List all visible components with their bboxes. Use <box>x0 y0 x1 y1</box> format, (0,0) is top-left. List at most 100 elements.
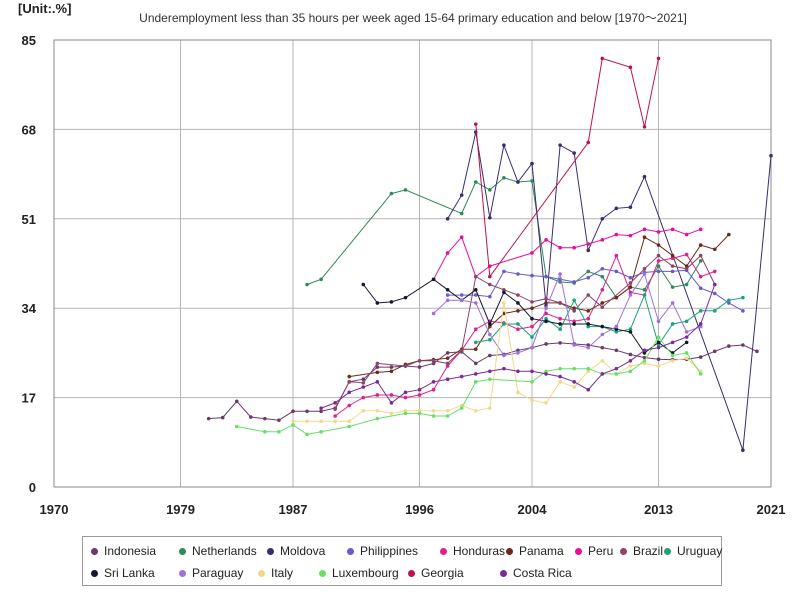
data-point <box>488 377 492 381</box>
data-point <box>445 217 450 221</box>
data-point <box>656 56 661 61</box>
legend-label: Philippines <box>360 544 419 558</box>
data-point <box>459 235 464 240</box>
legend-item-indonesia[interactable]: Indonesia <box>91 544 156 558</box>
data-point <box>347 419 352 424</box>
x-tick-label: 1996 <box>405 502 434 517</box>
legend-item-philippines[interactable]: Philippines <box>347 544 418 558</box>
data-point <box>698 372 703 376</box>
data-point <box>403 408 408 413</box>
legend-marker-icon <box>575 547 582 555</box>
data-point <box>558 380 562 384</box>
legend-item-paraguay[interactable]: Paraguay <box>179 566 243 580</box>
legend-item-honduras[interactable]: Honduras <box>440 544 505 558</box>
data-point <box>530 161 534 166</box>
legend-marker-icon <box>179 569 186 577</box>
data-point <box>516 348 520 353</box>
data-point <box>642 227 647 232</box>
data-point <box>614 327 619 332</box>
series-line <box>306 177 702 299</box>
data-point <box>670 264 675 268</box>
data-point <box>628 327 633 332</box>
data-point <box>656 345 661 350</box>
data-point <box>684 330 689 334</box>
data-point <box>544 301 548 305</box>
data-point <box>488 369 492 374</box>
legend-marker-icon <box>500 569 507 577</box>
data-point <box>698 259 703 263</box>
data-point <box>319 419 323 424</box>
data-point <box>319 429 323 434</box>
data-point <box>586 248 591 253</box>
data-point <box>530 316 534 321</box>
data-point <box>642 174 647 179</box>
data-point <box>628 293 633 297</box>
data-point <box>698 309 703 313</box>
data-point <box>488 324 492 329</box>
legend-marker-icon <box>91 569 98 577</box>
legend-marker-icon <box>319 569 326 577</box>
data-point <box>333 407 337 411</box>
x-tick-label: 2004 <box>518 502 548 517</box>
y-tick-label: 68 <box>22 122 36 137</box>
data-point <box>516 351 520 355</box>
data-point <box>614 269 619 274</box>
data-point <box>277 418 281 423</box>
legend-item-sri-lanka[interactable]: Sri Lanka <box>91 566 155 580</box>
legend-item-uruguay[interactable]: Uruguay <box>664 544 722 558</box>
legend-label: Netherlands <box>192 544 257 558</box>
data-point <box>361 385 366 389</box>
legend-label: Brazil <box>633 544 664 558</box>
data-point <box>347 390 352 395</box>
data-point <box>684 252 689 257</box>
legend-item-moldova[interactable]: Moldova <box>267 544 325 558</box>
data-point <box>403 364 408 368</box>
y-tick-label: 0 <box>29 480 36 495</box>
data-point <box>375 393 380 397</box>
data-point <box>445 293 450 297</box>
data-point <box>375 408 380 413</box>
data-point <box>684 351 689 355</box>
data-point <box>642 272 647 276</box>
legend-item-panama[interactable]: Panama <box>506 544 564 558</box>
data-point <box>530 324 534 329</box>
data-point <box>600 332 605 337</box>
legend-item-luxembourg[interactable]: Luxembourg <box>319 566 399 580</box>
data-point <box>727 301 731 305</box>
legend-item-netherlands[interactable]: Netherlands <box>179 544 257 558</box>
legend-label: Paraguay <box>192 566 244 580</box>
series-philippines <box>445 266 745 313</box>
data-point <box>586 369 591 374</box>
data-point <box>516 369 520 374</box>
data-point <box>558 272 562 276</box>
data-point <box>614 253 619 258</box>
data-point <box>417 408 422 413</box>
legend-item-peru[interactable]: Peru <box>575 544 613 558</box>
data-point <box>502 322 506 326</box>
data-point <box>333 419 337 424</box>
series-georgia <box>473 56 661 279</box>
data-point <box>600 266 605 271</box>
legend-item-italy[interactable]: Italy <box>258 566 293 580</box>
data-point <box>586 293 591 297</box>
data-point <box>586 309 591 313</box>
data-point <box>544 316 548 321</box>
data-point <box>488 215 492 220</box>
legend-item-brazil[interactable]: Brazil <box>620 544 663 558</box>
data-point <box>459 211 464 216</box>
data-point <box>755 349 759 354</box>
data-point <box>600 305 605 309</box>
data-point <box>206 416 211 421</box>
data-point <box>445 356 450 360</box>
data-point <box>333 401 337 405</box>
data-point <box>347 403 352 408</box>
data-point <box>473 180 478 184</box>
data-point <box>656 230 661 234</box>
data-point <box>684 356 689 360</box>
legend-item-georgia[interactable]: Georgia <box>408 566 464 580</box>
legend-item-costa-rica[interactable]: Costa Rica <box>500 566 572 580</box>
data-point <box>586 387 591 392</box>
data-point <box>530 398 534 403</box>
data-point <box>670 301 675 305</box>
